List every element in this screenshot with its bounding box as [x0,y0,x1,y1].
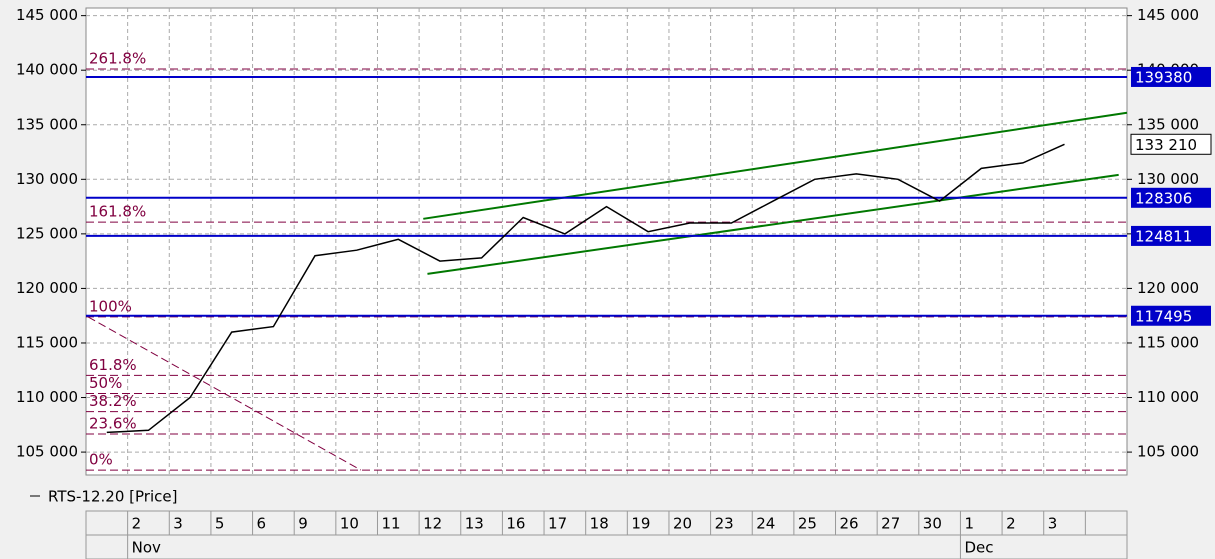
fib-label: 100% [89,297,132,315]
x-tick-label: 9 [298,515,308,533]
level-label: 117495 [1135,307,1192,325]
y2-tick-label: 120 000 [1137,279,1199,297]
x-tick-label: 19 [631,515,650,533]
level-tag [1131,187,1211,208]
x-tick-label: 2 [132,515,142,533]
channel-line [427,173,1119,275]
level-tag [1131,66,1211,87]
x-tick-label: 11 [381,515,400,533]
level-tag [1131,305,1211,326]
fib-label: 0% [89,451,113,469]
fib-label: 261.8% [89,49,146,67]
x-tick-label: 26 [840,515,859,533]
level-tag [1131,225,1211,246]
legend-label: RTS-12.20 [Price] [48,488,177,506]
last-price-tag [1130,133,1212,155]
y-tick-label: 125 000 [16,224,78,242]
fib-label: 50% [89,374,122,392]
y2-tick-label: 145 000 [1137,6,1199,24]
x-tick-label: 20 [673,515,692,533]
x-tick-label: 10 [340,515,359,533]
x-tick-label: 13 [465,515,484,533]
last-price-label: 133 210 [1135,136,1197,154]
y2-tick-label: 135 000 [1137,115,1199,133]
y-tick-label: 110 000 [16,388,78,406]
x-tick-label: 1 [964,515,974,533]
level-label: 139380 [1135,68,1192,86]
x-tick-label: 3 [173,515,183,533]
x-tick-label: 25 [798,515,817,533]
month-label: Nov [132,539,161,557]
price-line [106,143,1065,434]
x-tick-label: 16 [506,515,525,533]
y-tick-label: 115 000 [16,333,78,351]
level-label: 124811 [1135,227,1192,245]
y-tick-label: 145 000 [16,6,78,24]
x-tick-label: 3 [1048,515,1058,533]
x-tick-label: 6 [257,515,267,533]
x-tick-label: 23 [715,515,734,533]
x-tick-label: 5 [215,515,225,533]
fib-diagonal [87,316,362,471]
month-label: Dec [964,539,993,557]
y-tick-label: 140 000 [16,61,78,79]
x-tick-label: 12 [423,515,442,533]
y-tick-label: 130 000 [16,170,78,188]
x-tick-label: 18 [590,515,609,533]
y2-tick-label: 110 000 [1137,388,1199,406]
y-tick-label: 120 000 [16,279,78,297]
fib-label: 161.8% [89,203,146,221]
y2-tick-label: 115 000 [1137,333,1199,351]
x-tick-label: 24 [756,515,775,533]
x-tick-label: 2 [1006,515,1016,533]
y2-tick-label: 130 000 [1137,170,1199,188]
x-tick-label: 17 [548,515,567,533]
plot-area [85,7,1128,476]
fib-label: 61.8% [89,356,137,374]
level-label: 128306 [1135,189,1192,207]
channel-line [423,111,1128,220]
fib-label: 23.6% [89,414,137,432]
fib-label: 38.2% [89,392,137,410]
x-tick-label: 30 [923,515,942,533]
y-tick-label: 105 000 [16,443,78,461]
x-tick-label: 27 [881,515,900,533]
y2-tick-label: 105 000 [1137,443,1199,461]
y-tick-label: 135 000 [16,115,78,133]
